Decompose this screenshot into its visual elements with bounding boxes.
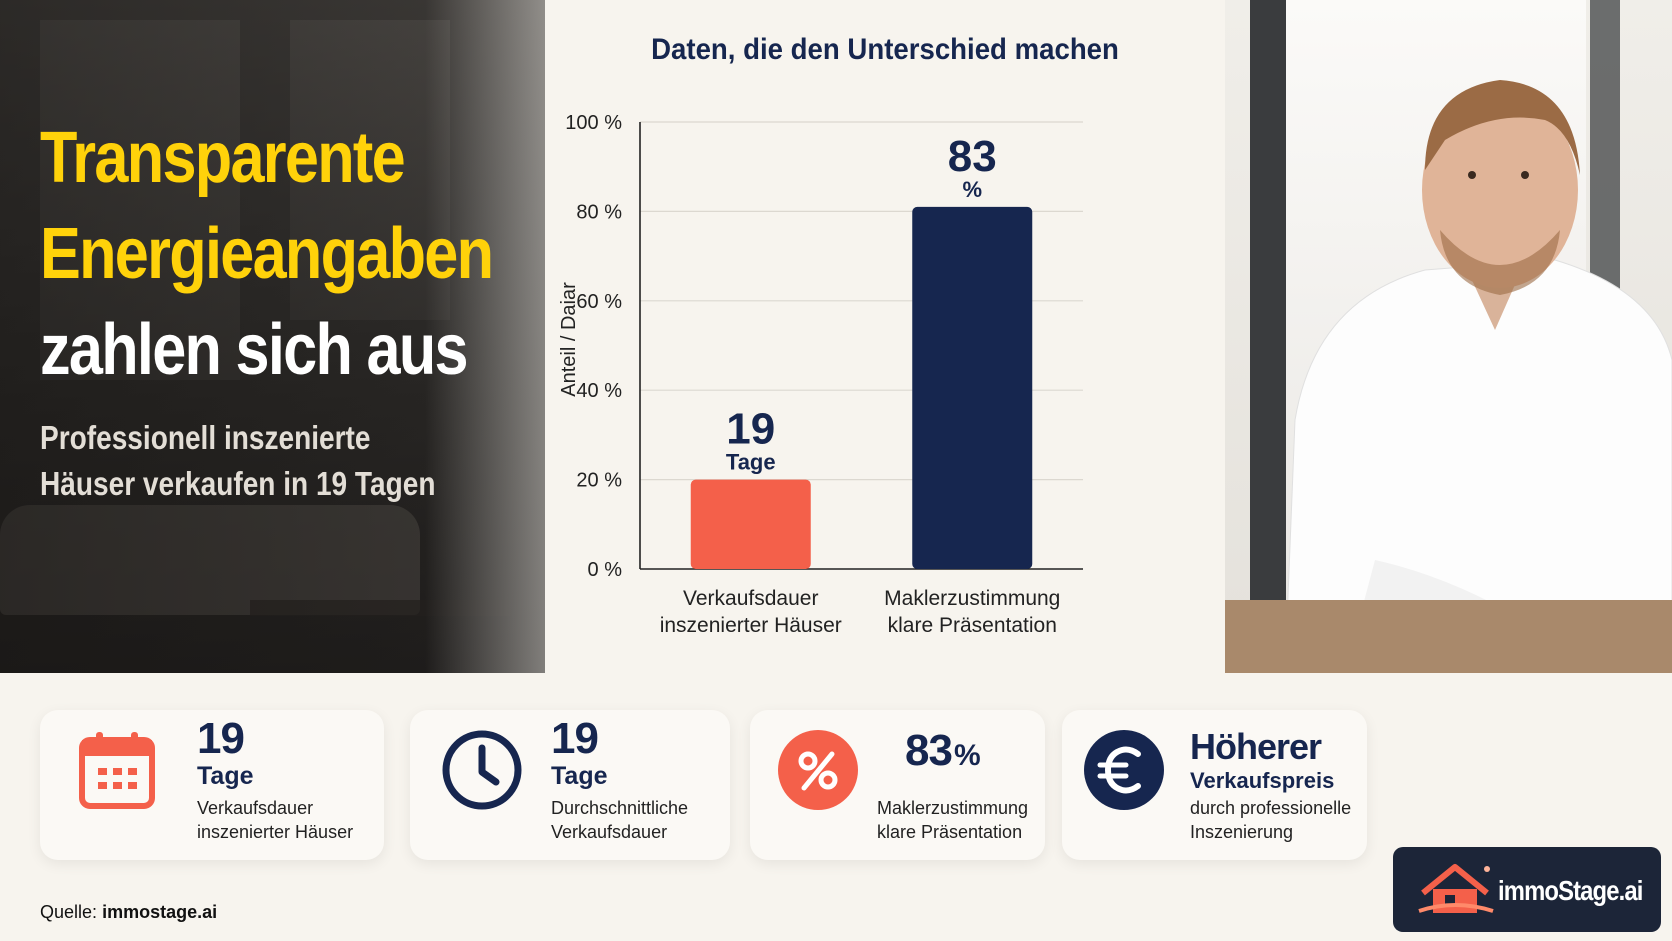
- stat-value: 19: [551, 714, 599, 763]
- percent-icon: [778, 730, 858, 810]
- stat-value: 83%: [905, 726, 981, 775]
- bar: [912, 206, 1033, 569]
- stat-value: Höherer: [1190, 726, 1322, 767]
- stat-description: Maklerzustimmung klare Präsentation: [877, 798, 1029, 842]
- x-tick-label: Maklerzustimmung: [884, 587, 1060, 610]
- y-tick-label: 0 %: [588, 559, 623, 581]
- stat-card-agreement: 83% Maklerzustimmung klare Präsentation: [750, 710, 1045, 860]
- y-tick-label: 60 %: [576, 291, 622, 313]
- stat-unit: Tage: [551, 762, 608, 790]
- bar: [690, 479, 811, 569]
- data-label-unit: Tage: [726, 450, 776, 475]
- hero-subtitle: Professionell inszenierte Häuser verkauf…: [40, 415, 465, 507]
- hero-title: Transparente Energieangaben zahlen sich …: [40, 110, 494, 398]
- stat-description: durch professionelle Inszenierung: [1190, 798, 1352, 842]
- y-tick-label: 40 %: [576, 380, 622, 402]
- y-tick-label: 80 %: [576, 201, 622, 223]
- stat-unit: Tage: [197, 762, 254, 790]
- clock-icon: [442, 730, 522, 810]
- house-logo-icon: [1418, 864, 1494, 913]
- calendar-icon: [79, 732, 155, 809]
- source-credit: Quelle: immostage.ai: [40, 902, 218, 922]
- data-label-unit: %: [962, 177, 982, 202]
- stat-description: Durchschnittliche Verkaufsdauer: [551, 798, 689, 842]
- data-label-value: 83: [948, 132, 997, 181]
- brand-name: immoStage.ai: [1498, 875, 1643, 906]
- source-link[interactable]: immostage.ai: [102, 902, 218, 922]
- stat-card-duration: 19 Tage Verkaufsdauer inszenierter Häuse…: [40, 710, 384, 860]
- y-tick-label: 20 %: [576, 470, 622, 492]
- hero-title-line3: zahlen sich aus: [40, 310, 469, 390]
- stat-unit: Verkaufspreis: [1190, 768, 1335, 793]
- chart-panel: Daten, die den Unterschied machen 0 % 20 …: [545, 0, 1225, 673]
- x-tick-label: inszenierter Häuser: [660, 614, 842, 637]
- x-tick-label: Verkaufsdauer: [683, 587, 818, 610]
- stat-value: 19: [197, 714, 245, 763]
- y-tick-label: 100 %: [565, 112, 622, 134]
- y-axis-label: Anteil / Daiar: [558, 282, 580, 397]
- stat-card-average: 19 Tage Durchschnittliche Verkaufsdauer: [410, 710, 730, 860]
- euro-icon: [1084, 730, 1164, 810]
- hero-title-line1: Transparente: [40, 118, 406, 198]
- stat-card-price: Höherer Verkaufspreis durch professionel…: [1062, 710, 1367, 860]
- x-tick-label: klare Präsentation: [888, 614, 1057, 637]
- portrait-photo: [1225, 0, 1672, 673]
- data-label-value: 19: [726, 405, 775, 454]
- hero-panel: Transparente Energieangaben zahlen sich …: [0, 0, 545, 673]
- hero-subtitle-line1: Professionell inszenierte: [40, 419, 371, 456]
- stat-description: Verkaufsdauer inszenierter Häuser: [197, 798, 354, 842]
- bar-chart: 0 % 20 % 40 % 60 % 80 % 100 % Anteil / Daiar 19…: [558, 112, 1083, 637]
- hero-title-line2: Energieangaben: [40, 214, 494, 294]
- hero-subtitle-line2: Häuser verkaufen in 19 Tagen: [40, 465, 436, 502]
- stat-unit: %: [953, 739, 981, 772]
- brand-logo[interactable]: immoStage.ai: [1393, 847, 1661, 932]
- man-portrait-image: [1225, 80, 1672, 673]
- chart-title: Daten, die den Unterschied machen: [651, 33, 1119, 66]
